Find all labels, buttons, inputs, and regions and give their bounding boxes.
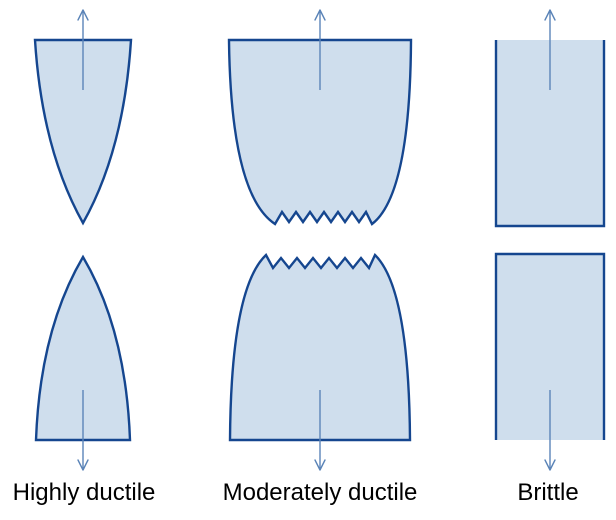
- highly-ductile-lower-half: [34, 254, 132, 442]
- brittle-specimen: [494, 9, 606, 471]
- caption-moderately-ductile: Moderately ductile: [222, 479, 418, 506]
- moderately-ductile-lower-half: [228, 252, 412, 442]
- brittle-lower-outline: [494, 252, 606, 440]
- highly-ductile-upper-half: [33, 38, 133, 226]
- caption-brittle: Brittle: [517, 479, 579, 506]
- tension-arrow-icon: [314, 9, 326, 90]
- tension-arrow-icon: [544, 390, 556, 471]
- moderately-ductile-upper-half: [227, 38, 413, 226]
- brittle-upper-outline: [494, 40, 606, 228]
- tension-arrow-icon: [77, 9, 89, 90]
- caption-highly-ductile: Highly ductile: [12, 479, 156, 506]
- tension-arrow-icon: [544, 9, 556, 90]
- tension-arrow-icon: [77, 390, 89, 471]
- highly-ductile-specimen: [33, 9, 133, 471]
- tension-arrow-icon: [314, 390, 326, 471]
- moderately-ductile-specimen: [227, 9, 413, 471]
